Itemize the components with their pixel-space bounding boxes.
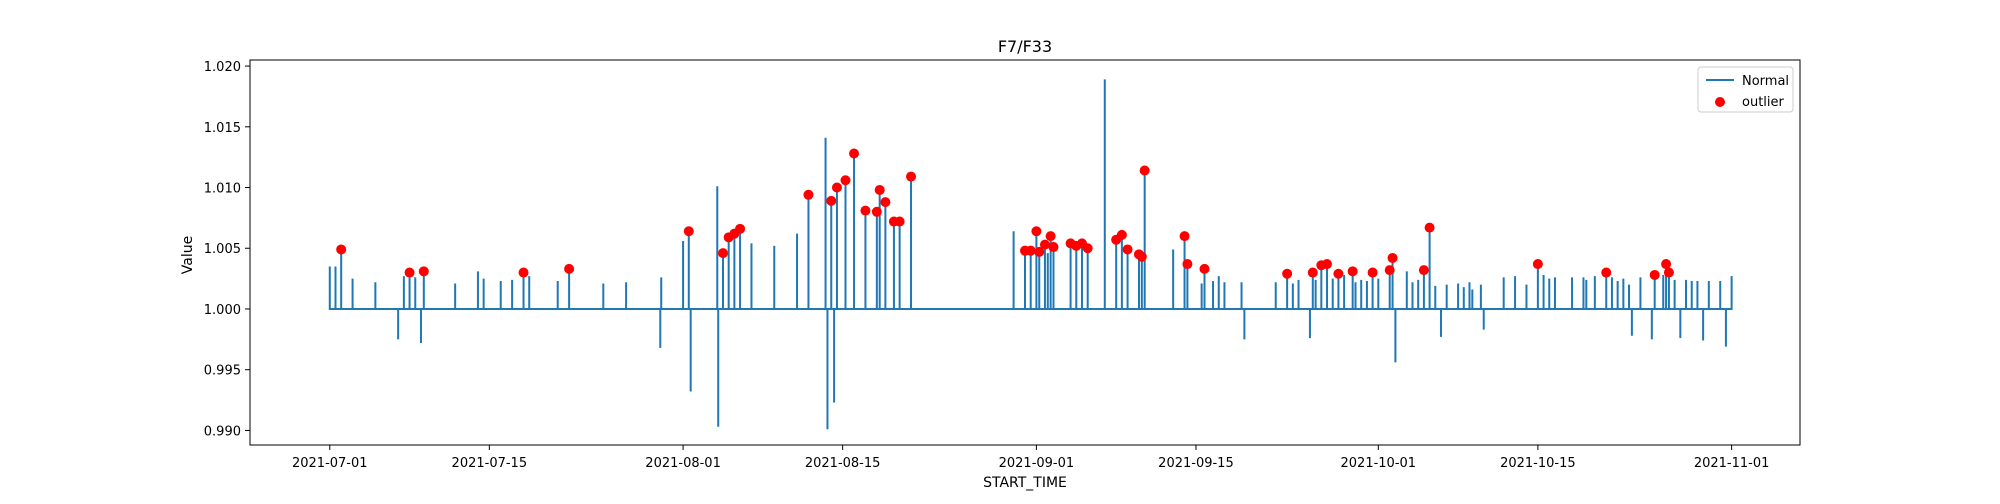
outlier-point bbox=[717, 248, 728, 259]
outlier-point bbox=[860, 205, 871, 216]
outlier-point bbox=[1307, 267, 1318, 278]
outlier-point bbox=[1601, 267, 1612, 278]
x-tick-label: 2021-10-15 bbox=[1500, 456, 1576, 471]
outlier-point bbox=[404, 267, 415, 278]
outlier-point bbox=[1367, 267, 1378, 278]
chart-title: F7/F33 bbox=[998, 37, 1052, 56]
y-tick-label: 1.020 bbox=[204, 60, 241, 75]
x-tick-label: 2021-10-01 bbox=[1341, 456, 1417, 471]
outlier-point bbox=[1025, 245, 1036, 256]
outlier-point bbox=[1199, 263, 1210, 274]
legend-outlier-swatch bbox=[1715, 97, 1725, 107]
x-tick-label: 2021-09-01 bbox=[999, 456, 1075, 471]
outlier-point bbox=[1322, 259, 1333, 270]
outlier-point bbox=[1424, 222, 1435, 233]
x-tick-label: 2021-09-15 bbox=[1158, 456, 1234, 471]
legend-label: Normal bbox=[1742, 74, 1789, 89]
outlier-point bbox=[871, 206, 882, 217]
outlier-point bbox=[1387, 252, 1398, 263]
x-tick-label: 2021-11-01 bbox=[1694, 456, 1770, 471]
outlier-point bbox=[826, 195, 837, 206]
outlier-point bbox=[1182, 259, 1193, 270]
y-tick-label: 1.005 bbox=[204, 242, 241, 257]
x-tick-label: 2021-08-15 bbox=[805, 456, 881, 471]
outlier-point bbox=[1122, 244, 1133, 255]
axis-ticks: 2021-07-01 2021-07-15 2021-08-01 2021-08-15… bbox=[204, 60, 1770, 471]
outlier-point bbox=[1418, 265, 1429, 276]
outlier-point bbox=[894, 216, 905, 227]
outlier-point bbox=[683, 226, 694, 237]
outlier-point bbox=[1045, 231, 1056, 242]
outlier-point bbox=[1661, 259, 1672, 270]
outlier-point bbox=[336, 244, 347, 255]
outlier-point bbox=[880, 197, 891, 208]
outlier-point bbox=[1034, 246, 1045, 257]
outlier-point bbox=[1082, 243, 1093, 254]
y-tick-label: 0.995 bbox=[204, 364, 241, 379]
outlier-point bbox=[1039, 239, 1050, 250]
outlier-point bbox=[1116, 229, 1127, 240]
plot-area-frame bbox=[249, 59, 1801, 446]
outlier-point bbox=[1139, 165, 1150, 176]
normal-series-line bbox=[328, 79, 1733, 430]
y-axis-label: Value bbox=[180, 236, 196, 274]
outlier-point bbox=[1663, 267, 1674, 278]
outlier-point bbox=[1031, 226, 1042, 237]
series-outlier bbox=[336, 148, 1674, 280]
legend: Normal outlier bbox=[1697, 66, 1794, 113]
outlier-point bbox=[874, 184, 885, 195]
y-tick-label: 0.990 bbox=[204, 424, 241, 439]
outlier-point bbox=[1384, 265, 1395, 276]
outlier-point bbox=[803, 189, 814, 200]
outlier-point bbox=[1347, 266, 1358, 277]
y-tick-label: 1.000 bbox=[204, 303, 241, 318]
legend-label: outlier bbox=[1742, 95, 1785, 110]
outlier-point bbox=[1333, 268, 1344, 279]
outlier-point bbox=[1532, 259, 1543, 270]
outlier-point bbox=[518, 267, 529, 278]
x-tick-label: 2021-07-01 bbox=[292, 456, 368, 471]
outlier-point bbox=[735, 223, 746, 234]
outlier-point bbox=[849, 148, 860, 159]
y-tick-label: 1.010 bbox=[204, 182, 241, 197]
x-tick-label: 2021-07-15 bbox=[452, 456, 528, 471]
outlier-point bbox=[1136, 251, 1147, 262]
outlier-point bbox=[564, 263, 575, 274]
outlier-point bbox=[1179, 231, 1190, 242]
outlier-point bbox=[418, 266, 429, 277]
outlier-point bbox=[1282, 268, 1293, 279]
outlier-point bbox=[906, 171, 917, 182]
x-tick-label: 2021-08-01 bbox=[645, 456, 721, 471]
outlier-point bbox=[1649, 269, 1660, 280]
outlier-point bbox=[840, 175, 851, 186]
outlier-point bbox=[1048, 242, 1059, 253]
y-tick-label: 1.015 bbox=[204, 121, 241, 136]
series-normal bbox=[328, 79, 1733, 430]
x-axis-label: START_TIME bbox=[983, 475, 1067, 491]
outlier-point bbox=[831, 182, 842, 193]
